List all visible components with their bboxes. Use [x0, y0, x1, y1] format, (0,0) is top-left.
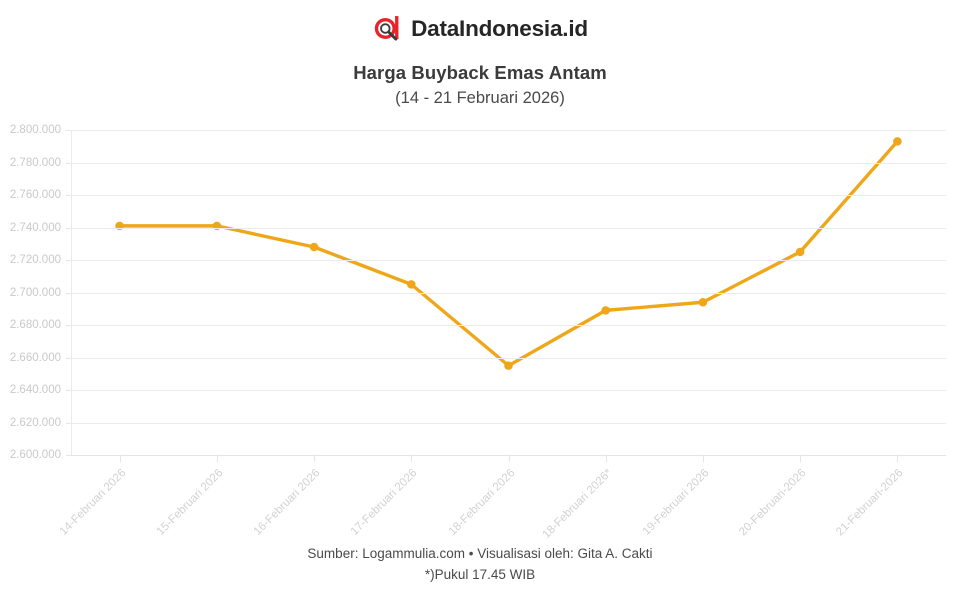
chart-subtitle: (14 - 21 Februari 2026) [395, 89, 565, 107]
series-line [117, 139, 900, 368]
data-point-marker[interactable] [601, 306, 611, 315]
gridline [71, 390, 946, 391]
y-axis-tick-label: 2.600.000 [9, 449, 61, 461]
y-tick-mark [66, 357, 71, 359]
y-tick-mark [66, 260, 71, 261]
x-tick-mark [216, 455, 218, 462]
x-tick-mark [508, 455, 510, 462]
y-axis-tick-label: 2.740.000 [9, 221, 61, 234]
y-axis-tick-label: 2.680.000 [9, 319, 61, 331]
gridline [71, 227, 946, 229]
gridline [71, 292, 946, 294]
x-tick-mark [119, 455, 121, 462]
y-tick-mark [66, 162, 71, 164]
data-point-marker[interactable] [698, 297, 708, 307]
x-tick-mark [605, 455, 607, 462]
y-axis-tick-label: 2.780.000 [9, 156, 61, 169]
y-tick-mark [66, 325, 71, 326]
y-axis-tick-label: 2.660.000 [9, 351, 61, 364]
data-point-marker[interactable] [115, 221, 124, 231]
y-tick-mark [66, 455, 71, 456]
footer-note: *)Pukul 17.45 WIB [424, 567, 536, 583]
y-axis-tick-label: 2.640.000 [9, 384, 61, 396]
brand-header: DataIndonesia.id [0, 14, 960, 44]
gridline [71, 162, 946, 164]
y-tick-mark [66, 292, 71, 294]
gridline [71, 195, 946, 196]
data-point-marker[interactable] [504, 361, 513, 370]
y-tick-mark [66, 130, 71, 131]
y-axis-tick-label: 2.720.000 [9, 254, 61, 266]
data-point-marker[interactable] [893, 137, 902, 146]
gridline [71, 325, 946, 326]
footer-source: Sumber: Logammulia.com • Visualisasi ole… [307, 546, 653, 562]
magnifier-d-logo-icon [374, 16, 399, 41]
plot-area: 2.800.000 2.780.000 2.760.000 2.740.000 2.72… [10, 124, 946, 541]
y-axis-tick-label: 2.760.000 [9, 189, 61, 201]
data-point-marker[interactable] [406, 280, 416, 289]
x-tick-mark [314, 455, 316, 462]
gridline [71, 260, 946, 261]
gridline [71, 422, 946, 424]
data-point-marker[interactable] [795, 247, 805, 257]
brand-name: DataIndonesia.id [411, 15, 588, 41]
x-tick-mark [800, 455, 802, 462]
series-line-group [115, 137, 902, 370]
x-tick-mark [897, 455, 899, 462]
data-point-marker[interactable] [212, 221, 222, 231]
y-tick-mark [66, 195, 71, 196]
gridline [71, 130, 946, 131]
x-tick-mark [411, 455, 413, 462]
y-axis-tick-label: 2.800.000 [9, 124, 61, 136]
y-tick-mark [66, 422, 71, 424]
y-axis-tick-label: 2.700.000 [9, 286, 61, 299]
y-tick-mark [66, 227, 71, 229]
y-axis-tick-label: 2.620.000 [9, 416, 61, 429]
gridline [71, 357, 946, 359]
chart-title: Harga Buyback Emas Antam [353, 62, 607, 83]
x-tick-mark [702, 455, 704, 462]
data-point-marker[interactable] [309, 242, 319, 252]
footer: Sumber: Logammulia.com • Visualisasi ole… [0, 544, 960, 586]
y-tick-mark [66, 390, 71, 391]
